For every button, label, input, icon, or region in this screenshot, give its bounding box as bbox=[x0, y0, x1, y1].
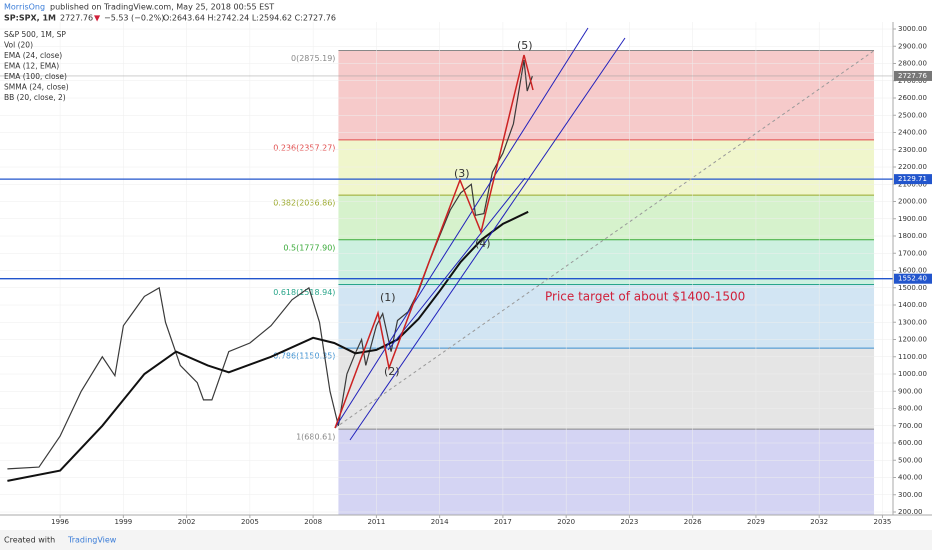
y-tick-label: 2100.00 bbox=[898, 180, 927, 188]
price-axis bbox=[893, 22, 932, 515]
y-tick-label: 400.00 bbox=[898, 474, 923, 482]
fib-label: 0.786(1150.35) bbox=[273, 352, 335, 361]
y-tick-label: 2300.00 bbox=[898, 146, 927, 154]
y-tick-label: 1800.00 bbox=[898, 232, 927, 240]
y-tick-label: 800.00 bbox=[898, 405, 923, 413]
fib-band bbox=[338, 239, 875, 285]
last-price: 2727.76 bbox=[60, 14, 93, 23]
fib-band bbox=[338, 429, 875, 515]
published: published on TradingView.com, May 25, 20… bbox=[50, 3, 274, 12]
y-tick-label: 900.00 bbox=[898, 387, 923, 395]
y-tick-label: 1200.00 bbox=[898, 336, 927, 344]
ohlc: O:2643.64 H:2742.24 L:2594.62 C:2727.76 bbox=[163, 14, 336, 23]
price-tag bbox=[894, 70, 932, 81]
trend-line bbox=[334, 49, 876, 429]
y-tick-label: 1400.00 bbox=[898, 301, 927, 309]
grid bbox=[0, 22, 893, 515]
y-tick-label: 1300.00 bbox=[898, 318, 927, 326]
indicator-label: BB (20, close, 2) bbox=[4, 93, 66, 102]
x-tick-label: 2029 bbox=[747, 518, 765, 526]
wave-label: (4) bbox=[475, 237, 491, 250]
fib-label: 0.5(1777.90) bbox=[283, 243, 335, 252]
fib-label: 0.236(2357.27) bbox=[273, 143, 335, 152]
indicator-list: S&P 500, 1M, SP Vol (20)EMA (24, close) EM… bbox=[4, 30, 69, 102]
price-tag-label: 2727.76 bbox=[898, 72, 927, 80]
fib-band bbox=[338, 284, 875, 349]
channel-line bbox=[349, 37, 626, 441]
annotation: Price target of about $1400-1500 bbox=[545, 290, 745, 304]
wave-label: (3) bbox=[454, 167, 470, 180]
y-tick-label: 2900.00 bbox=[898, 42, 927, 50]
x-tick-label: 1996 bbox=[51, 518, 69, 526]
channel-line bbox=[387, 177, 526, 351]
price-tag-label: 1552.40 bbox=[898, 275, 927, 283]
fib-label: 1(680.61) bbox=[296, 433, 335, 442]
y-tick-label: 2800.00 bbox=[898, 60, 927, 68]
channel-line bbox=[334, 27, 589, 429]
wave-label: (5) bbox=[517, 39, 533, 52]
y-tick-label: 1000.00 bbox=[898, 370, 927, 378]
x-tick-label: 2011 bbox=[367, 518, 385, 526]
fib-label: 0.618(1518.94) bbox=[273, 288, 335, 297]
fib-band bbox=[338, 139, 875, 196]
x-tick-label: 2020 bbox=[557, 518, 575, 526]
axes: 200.00 300.00 400.00 500.00 600.00 700.00 800.… bbox=[51, 25, 932, 526]
y-tick-label: 1500.00 bbox=[898, 284, 927, 292]
x-tick-label: 2023 bbox=[621, 518, 639, 526]
indicator-label: Vol (20) bbox=[4, 41, 33, 50]
fib-band bbox=[338, 50, 875, 140]
footer bbox=[0, 530, 932, 550]
plot bbox=[0, 60, 893, 482]
y-tick-label: 300.00 bbox=[898, 491, 923, 499]
x-tick-label: 1999 bbox=[114, 518, 132, 526]
y-tick-label: 2400.00 bbox=[898, 129, 927, 137]
indicator-label: EMA (12, EMA) bbox=[4, 62, 59, 71]
author: MorrisOng bbox=[4, 3, 45, 12]
indicator-label: SMMA (24, close) bbox=[4, 83, 69, 92]
y-tick-label: 700.00 bbox=[898, 422, 923, 430]
price-line bbox=[7, 60, 533, 470]
price-tag-label: 2129.71 bbox=[898, 175, 927, 183]
x-tick-label: 2032 bbox=[810, 518, 828, 526]
footer-brand[interactable]: TradingView bbox=[67, 536, 117, 545]
footer-text: Created with bbox=[4, 536, 55, 545]
wave-label: (2) bbox=[384, 365, 400, 378]
y-tick-label: 2000.00 bbox=[898, 198, 927, 206]
symbol: SP:SPX, 1M bbox=[4, 14, 56, 23]
y-tick-label: 1100.00 bbox=[898, 353, 927, 361]
x-tick-label: 2005 bbox=[241, 518, 259, 526]
wave-label: (1) bbox=[380, 291, 396, 304]
y-tick-label: 1900.00 bbox=[898, 215, 927, 223]
fib-band bbox=[338, 195, 875, 240]
change-arrow: ▼ bbox=[94, 14, 101, 23]
indicator-label: S&P 500, 1M, SP bbox=[4, 30, 66, 39]
x-tick-label: 2035 bbox=[874, 518, 892, 526]
wave-line bbox=[334, 54, 534, 429]
x-tick-label: 2017 bbox=[494, 518, 512, 526]
price-tag bbox=[894, 273, 932, 284]
fib-retracement: 0(2875.19)0.236(2357.27)0.382(2036.86)0.… bbox=[273, 50, 875, 515]
y-tick-label: 500.00 bbox=[898, 456, 923, 464]
y-tick-label: 1700.00 bbox=[898, 249, 927, 257]
x-tick-label: 2008 bbox=[304, 518, 322, 526]
x-tick-label: 2026 bbox=[684, 518, 702, 526]
fib-band bbox=[338, 348, 875, 430]
y-tick-label: 200.00 bbox=[898, 508, 923, 516]
y-tick-label: 600.00 bbox=[898, 439, 923, 447]
y-tick-label: 2200.00 bbox=[898, 163, 927, 171]
fib-label: 0.382(2036.86) bbox=[273, 199, 335, 208]
change: −5.53 (−0.2%) bbox=[104, 14, 164, 23]
indicator-label: EMA (100, close) bbox=[4, 72, 67, 81]
indicator-label: EMA (24, close) bbox=[4, 51, 62, 60]
x-tick-label: 2014 bbox=[431, 518, 449, 526]
y-tick-label: 2600.00 bbox=[898, 94, 927, 102]
y-tick-label: 3000.00 bbox=[898, 25, 927, 33]
x-tick-label: 2002 bbox=[178, 518, 196, 526]
y-tick-label: 2500.00 bbox=[898, 111, 927, 119]
price-tag bbox=[894, 174, 932, 185]
y-tick-label: 1600.00 bbox=[898, 267, 927, 275]
price-line bbox=[7, 210, 529, 482]
